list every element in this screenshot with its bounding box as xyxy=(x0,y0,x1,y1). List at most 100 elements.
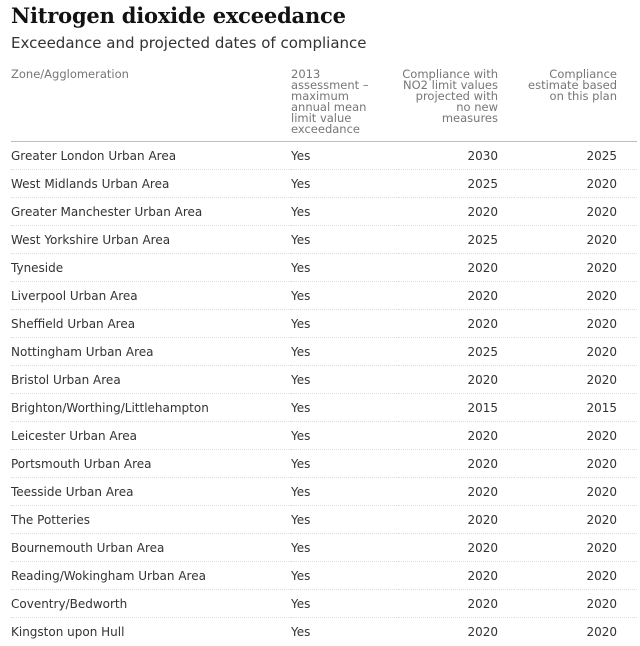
zone-cell: Brighton/Worthing/Littlehampton xyxy=(11,393,291,422)
no-new-measures-cell: 2020 xyxy=(399,253,514,282)
no-new-measures-cell: 2020 xyxy=(399,477,514,506)
plan-estimate-cell: 2015 xyxy=(514,393,637,422)
zone-cell: Liverpool Urban Area xyxy=(11,281,291,310)
no-new-measures-cell: 2020 xyxy=(399,449,514,478)
assessment-cell: Yes xyxy=(291,225,399,254)
plan-estimate-cell: 2025 xyxy=(514,141,637,170)
column-header-assessment: 2013 assessment – maximum annual mean li… xyxy=(291,68,399,142)
assessment-cell: Yes xyxy=(291,561,399,590)
table-row: Greater London Urban Area Yes 2030 2025 xyxy=(11,141,637,170)
assessment-cell: Yes xyxy=(291,309,399,338)
table-body: Greater London Urban Area Yes 2030 2025 West… xyxy=(11,141,637,646)
no-new-measures-cell: 2030 xyxy=(399,141,514,170)
plan-estimate-cell: 2020 xyxy=(514,449,637,478)
column-header-zone: Zone/Agglomeration xyxy=(11,68,291,142)
no-new-measures-cell: 2025 xyxy=(399,337,514,366)
no-new-measures-cell: 2015 xyxy=(399,393,514,422)
no-new-measures-cell: 2020 xyxy=(399,561,514,590)
column-header-no-new-measures: Compliance with NO2 limit values project… xyxy=(399,68,514,142)
no-new-measures-cell: 2020 xyxy=(399,533,514,562)
assessment-cell: Yes xyxy=(291,337,399,366)
table-row: Brighton/Worthing/Littlehampton Yes 2015 20… xyxy=(11,393,637,422)
assessment-cell: Yes xyxy=(291,365,399,394)
zone-cell: Bournemouth Urban Area xyxy=(11,533,291,562)
plan-estimate-cell: 2020 xyxy=(514,281,637,310)
table-row: Nottingham Urban Area Yes 2025 2020 xyxy=(11,337,637,366)
assessment-cell: Yes xyxy=(291,505,399,534)
no-new-measures-cell: 2020 xyxy=(399,309,514,338)
no-new-measures-cell: 2020 xyxy=(399,505,514,534)
table-row: Coventry/Bedworth Yes 2020 2020 xyxy=(11,589,637,618)
table-row: Portsmouth Urban Area Yes 2020 2020 xyxy=(11,449,637,478)
no-new-measures-cell: 2020 xyxy=(399,281,514,310)
plan-estimate-cell: 2020 xyxy=(514,421,637,450)
table-row: The Potteries Yes 2020 2020 xyxy=(11,505,637,534)
table-row: Leicester Urban Area Yes 2020 2020 xyxy=(11,421,637,450)
table-row: Greater Manchester Urban Area Yes 2020 2020 xyxy=(11,197,637,226)
table-header-row: Zone/Agglomeration 2013 assessment – max… xyxy=(11,68,637,142)
table-row: Bournemouth Urban Area Yes 2020 2020 xyxy=(11,533,637,562)
no-new-measures-cell: 2025 xyxy=(399,225,514,254)
assessment-cell: Yes xyxy=(291,393,399,422)
assessment-cell: Yes xyxy=(291,449,399,478)
plan-estimate-cell: 2020 xyxy=(514,477,637,506)
zone-cell: Teesside Urban Area xyxy=(11,477,291,506)
table-row: Teesside Urban Area Yes 2020 2020 xyxy=(11,477,637,506)
plan-estimate-cell: 2020 xyxy=(514,169,637,198)
assessment-cell: Yes xyxy=(291,624,311,639)
assessment-cell: Yes xyxy=(291,477,399,506)
plan-estimate-cell: 2020 xyxy=(514,589,637,618)
no-new-measures-cell: 2020 xyxy=(399,421,514,450)
no-new-measures-cell: 2025 xyxy=(399,169,514,198)
table-row: West Midlands Urban Area Yes 2025 2020 xyxy=(11,169,637,198)
assessment-cell: Yes xyxy=(291,421,399,450)
plan-estimate-cell: 2020 xyxy=(514,253,637,282)
zone-cell: Greater Manchester Urban Area xyxy=(11,197,291,226)
no-new-measures-cell: 2020 xyxy=(467,624,498,639)
zone-cell: Greater London Urban Area xyxy=(11,141,291,170)
no-new-measures-cell: 2020 xyxy=(399,589,514,618)
assessment-cell: Yes xyxy=(291,589,399,618)
table-row: Reading/Wokingham Urban Area Yes 2020 2020 xyxy=(11,561,637,590)
exceedance-table: Zone/Agglomeration 2013 assessment – max… xyxy=(11,68,637,646)
assessment-cell: Yes xyxy=(291,281,399,310)
table-row: Bristol Urban Area Yes 2020 2020 xyxy=(11,365,637,394)
plan-estimate-cell: 2020 xyxy=(514,225,637,254)
zone-cell: Sheffield Urban Area xyxy=(11,309,291,338)
assessment-cell: Yes xyxy=(291,141,399,170)
table-row: Kingston upon Hull Yes 2020 2020 xyxy=(11,618,637,646)
zone-cell: Coventry/Bedworth xyxy=(11,589,291,618)
table-row: West Yorkshire Urban Area Yes 2025 2020 xyxy=(11,225,637,254)
zone-cell: Nottingham Urban Area xyxy=(11,337,291,366)
table-container: Nitrogen dioxide exceedance Exceedance a… xyxy=(11,2,637,645)
zone-cell: Portsmouth Urban Area xyxy=(11,449,291,478)
plan-estimate-cell: 2020 xyxy=(514,197,637,226)
no-new-measures-cell: 2020 xyxy=(399,365,514,394)
plan-estimate-cell: 2020 xyxy=(514,309,637,338)
zone-cell: Bristol Urban Area xyxy=(11,365,291,394)
zone-cell: West Midlands Urban Area xyxy=(11,169,291,198)
assessment-cell: Yes xyxy=(291,169,399,198)
zone-cell: The Potteries xyxy=(11,505,291,534)
table-row: Tyneside Yes 2020 2020 xyxy=(11,253,637,282)
zone-cell: West Yorkshire Urban Area xyxy=(11,225,291,254)
assessment-cell: Yes xyxy=(291,253,399,282)
zone-cell: Leicester Urban Area xyxy=(11,421,291,450)
plan-estimate-cell: 2020 xyxy=(586,624,617,639)
plan-estimate-cell: 2020 xyxy=(514,561,637,590)
table-row: Sheffield Urban Area Yes 2020 2020 xyxy=(11,309,637,338)
zone-cell: Reading/Wokingham Urban Area xyxy=(11,561,291,590)
page-title: Nitrogen dioxide exceedance xyxy=(11,3,346,28)
assessment-cell: Yes xyxy=(291,533,399,562)
zone-cell: Kingston upon Hull xyxy=(11,624,125,639)
table-row: Liverpool Urban Area Yes 2020 2020 xyxy=(11,281,637,310)
assessment-cell: Yes xyxy=(291,197,399,226)
plan-estimate-cell: 2020 xyxy=(514,505,637,534)
plan-estimate-cell: 2020 xyxy=(514,533,637,562)
no-new-measures-cell: 2020 xyxy=(399,197,514,226)
zone-cell: Tyneside xyxy=(11,253,291,282)
plan-estimate-cell: 2020 xyxy=(514,337,637,366)
page-subtitle: Exceedance and projected dates of compli… xyxy=(11,34,367,52)
plan-estimate-cell: 2020 xyxy=(514,365,637,394)
column-header-plan-estimate: Compliance estimate based on this plan xyxy=(514,68,637,142)
